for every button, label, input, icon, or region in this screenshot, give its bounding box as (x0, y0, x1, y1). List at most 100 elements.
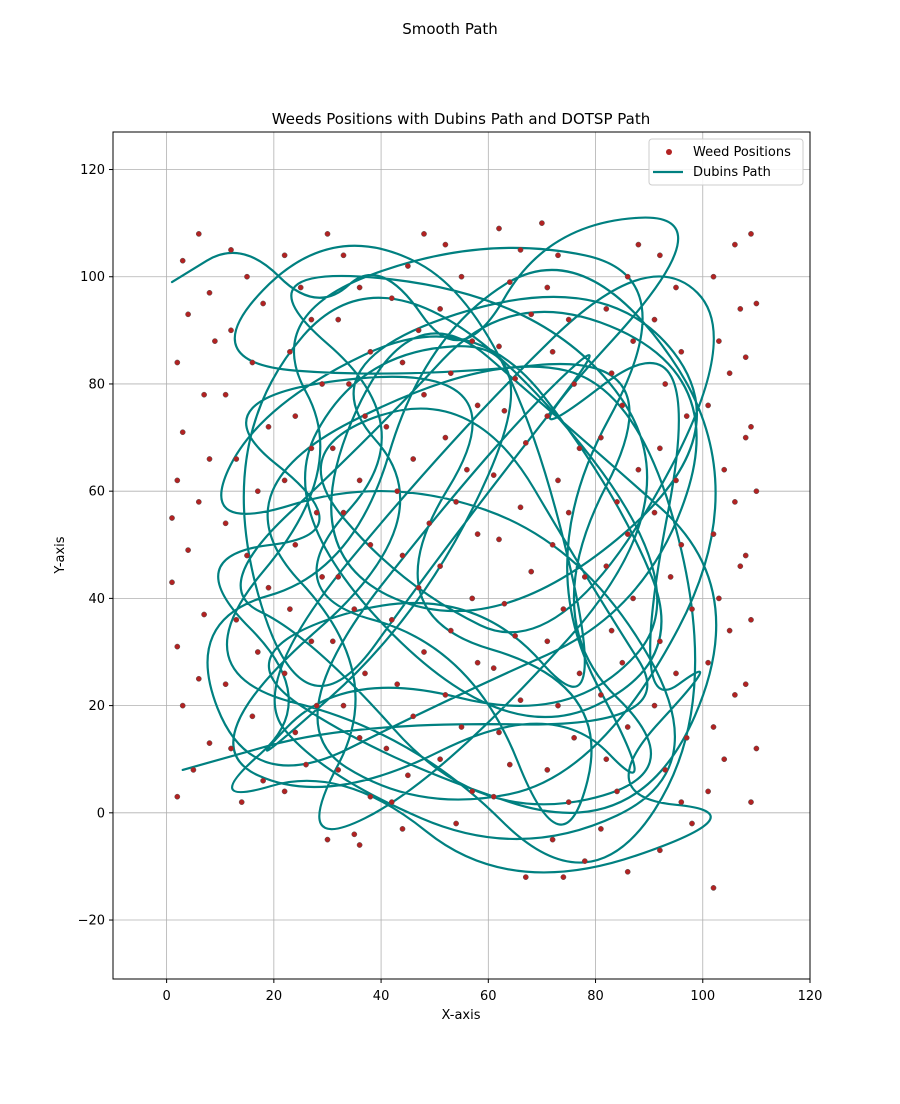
weed-point (383, 423, 390, 430)
weed-point (254, 488, 261, 495)
weed-point (726, 627, 733, 634)
weed-point (367, 348, 374, 355)
weed-point (340, 702, 347, 709)
weed-point (233, 616, 240, 623)
weed-point (635, 466, 642, 473)
weed-point (174, 643, 181, 650)
weed-point (442, 241, 449, 248)
weed-point (603, 306, 610, 312)
weed-point (716, 595, 722, 602)
weed-point (673, 670, 679, 677)
x-tick-label: 20 (266, 989, 283, 1004)
x-axis-label: X-axis (442, 1008, 481, 1023)
weed-point (565, 509, 572, 516)
weed-point (206, 740, 213, 746)
weed-point (469, 595, 476, 602)
weed-point (560, 606, 567, 612)
weed-point (249, 359, 256, 366)
y-axis-label: Y-axis (53, 536, 68, 574)
weed-point (335, 316, 342, 323)
weed-point (351, 606, 358, 612)
weed-point (313, 702, 320, 709)
weed-point (233, 456, 240, 462)
weed-point (490, 472, 497, 478)
weed-point (549, 348, 556, 355)
weed-point (179, 257, 186, 264)
weed-point (464, 466, 470, 473)
weed-point (335, 767, 342, 773)
weed-point (394, 488, 401, 495)
weed-point (571, 734, 577, 741)
weed-point (388, 616, 395, 623)
dubins-path-line (170, 216, 718, 874)
chart-title: Weeds Positions with Dubins Path and DOT… (272, 110, 650, 128)
weed-point (329, 638, 336, 645)
weed-point (174, 477, 181, 484)
weed-point (249, 713, 256, 720)
weed-point (442, 692, 449, 698)
weed-point (421, 649, 427, 655)
weed-point (426, 520, 433, 527)
weed-point (287, 606, 293, 612)
weed-point (367, 541, 374, 548)
weed-point (474, 531, 481, 537)
weed-point (721, 756, 728, 763)
weed-point (512, 633, 518, 639)
y-tick-label: 120 (80, 163, 105, 178)
weed-point (437, 563, 443, 570)
weed-point (667, 574, 674, 580)
legend-weed-label: Weed Positions (693, 145, 791, 160)
weed-point (206, 289, 213, 296)
weed-point (174, 359, 181, 366)
figure-suptitle: Smooth Path (402, 20, 498, 38)
weed-point (469, 788, 476, 795)
weed-point (244, 273, 250, 280)
weed-point (195, 675, 202, 682)
weed-point (753, 488, 760, 495)
weed-point (501, 600, 508, 607)
weed-point (624, 273, 631, 280)
weed-point (603, 563, 610, 570)
weed-point (716, 338, 722, 344)
weed-point (603, 756, 610, 763)
weed-point (506, 279, 513, 285)
weed-point (657, 638, 663, 645)
weed-point (732, 499, 738, 505)
legend-path-label: Dubins Path (693, 165, 771, 180)
weed-point (624, 531, 631, 537)
weed-point (281, 788, 288, 795)
weed-point (710, 885, 717, 891)
weed-point (576, 445, 583, 452)
weed-point (565, 316, 572, 323)
weed-point (410, 713, 417, 720)
weed-point (619, 659, 626, 666)
weed-point (506, 761, 513, 768)
weed-point (571, 381, 577, 387)
weed-point (651, 702, 658, 709)
weed-point (447, 370, 454, 377)
weed-point (388, 295, 395, 302)
weed-point (308, 445, 315, 452)
y-tick-label: 0 (97, 806, 105, 821)
weed-point (608, 627, 615, 634)
weed-point (356, 477, 363, 484)
weed-point (185, 311, 191, 318)
y-tick-label: 80 (88, 377, 105, 392)
weed-point (710, 724, 717, 730)
weed-point (383, 745, 390, 752)
legend-weed-marker (666, 149, 672, 155)
weed-point (608, 370, 615, 377)
weed-point (399, 826, 406, 832)
weed-point (689, 606, 695, 612)
weed-point (678, 799, 685, 805)
weed-point (415, 327, 422, 334)
x-tick-label: 120 (798, 989, 823, 1004)
weed-point (598, 692, 604, 698)
weed-point (195, 231, 202, 237)
weed-point (657, 252, 663, 259)
weed-point (748, 799, 754, 805)
weed-point (410, 456, 417, 462)
weed-point (662, 381, 669, 387)
weed-positions-series (169, 220, 760, 891)
